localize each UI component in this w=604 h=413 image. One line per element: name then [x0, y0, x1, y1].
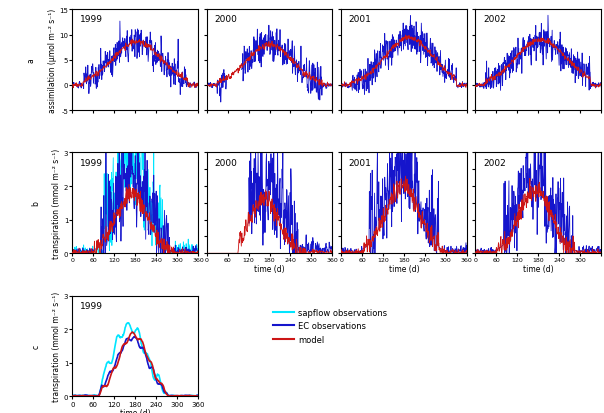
X-axis label: time (d): time (d) — [254, 264, 285, 273]
Text: 2000: 2000 — [214, 158, 237, 167]
Text: 2002: 2002 — [483, 15, 506, 24]
Y-axis label: a

assimilation (μmol m⁻² s⁻¹): a assimilation (μmol m⁻² s⁻¹) — [27, 9, 57, 113]
X-axis label: time (d): time (d) — [523, 264, 553, 273]
Text: 2001: 2001 — [349, 158, 371, 167]
Text: 1999: 1999 — [80, 158, 103, 167]
Text: 2002: 2002 — [483, 158, 506, 167]
Text: 1999: 1999 — [80, 301, 103, 310]
X-axis label: time (d): time (d) — [388, 264, 419, 273]
Text: 2001: 2001 — [349, 15, 371, 24]
Legend: sapflow observations, EC observations, model: sapflow observations, EC observations, m… — [270, 305, 391, 347]
X-axis label: time (d): time (d) — [120, 408, 150, 413]
Y-axis label: b

transpiration (mmol m⁻² s⁻¹): b transpiration (mmol m⁻² s⁻¹) — [31, 148, 61, 259]
Y-axis label: c

transpiration (mmol m⁻² s⁻¹): c transpiration (mmol m⁻² s⁻¹) — [31, 291, 61, 401]
Text: 1999: 1999 — [80, 15, 103, 24]
Text: 2000: 2000 — [214, 15, 237, 24]
